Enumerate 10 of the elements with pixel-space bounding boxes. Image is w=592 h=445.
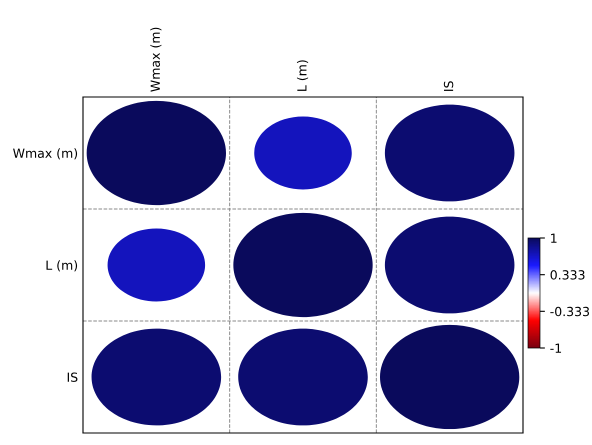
y-tick-label: IS <box>68 372 78 382</box>
y-tick-label: Wmax (m) <box>13 148 78 160</box>
color-bar-label: 0.333 <box>550 270 585 280</box>
color-bar-label: -1 <box>550 344 562 353</box>
color-bar-label: 1 <box>551 234 557 243</box>
y-tick-label: L (m) <box>46 260 78 272</box>
x-tick-label: L (m) <box>296 60 308 91</box>
x-tick-label: Wmax (m) <box>150 28 162 92</box>
color-bar-label: -0.333 <box>550 306 590 316</box>
x-tick-label: IS <box>444 81 454 91</box>
